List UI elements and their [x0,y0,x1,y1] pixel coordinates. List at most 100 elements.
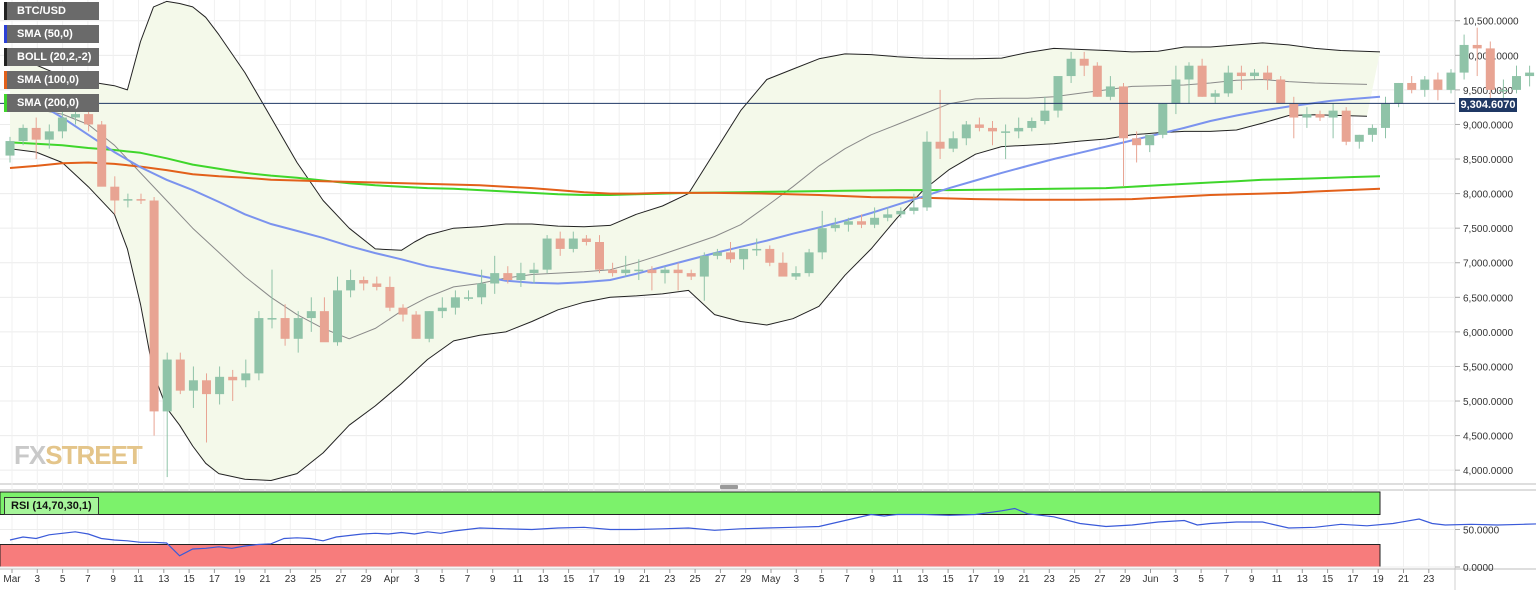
candle-body [57,117,67,132]
candle-body [333,290,342,343]
x-tick-label: 3 [1173,574,1179,585]
candle-body [1394,82,1404,104]
candle-body [1040,110,1050,121]
candle-body [817,228,827,253]
rsi-overbought-zone [0,491,1381,515]
pane-resize-handle[interactable] [720,485,738,489]
x-tick-label: 5 [439,574,445,585]
y-tick-label: 10,500.0000 [1463,17,1519,28]
x-tick-label: 15 [943,574,955,585]
candle-body [581,238,591,242]
candle-body [686,273,696,277]
candle-body [1407,82,1417,90]
x-tick-label: 23 [1044,574,1056,585]
candle-body [1171,79,1181,104]
y-tick-label: 6,000.0000 [1463,328,1513,339]
candle-body [18,127,28,142]
candle-body [1145,134,1155,146]
candle-body [110,186,120,201]
candle-body [974,124,984,128]
y-tick-label: 7,000.0000 [1463,259,1513,270]
candle-body [123,199,133,201]
x-tick-label: 13 [917,574,929,585]
y-tick-label: 4,500.0000 [1463,432,1513,443]
candle-body [1472,44,1482,49]
x-tick-label: 21 [639,574,651,585]
candle-body [175,359,185,391]
x-tick-label: 21 [1018,574,1030,585]
candle-body [699,255,709,277]
rsi-y-tick-label: 0.0000 [1463,563,1494,574]
candle-body [1184,65,1194,80]
legend-boll[interactable]: BOLL (20,2,-2) [4,48,100,66]
candle-body [136,199,146,201]
candle-body [280,318,290,339]
legend-symbol[interactable]: BTC/USD [4,2,100,20]
x-tick-label: 11 [513,574,524,585]
legend-sma100[interactable]: SMA (100,0) [4,71,100,89]
candle-body [791,273,801,277]
candle-body [568,238,578,249]
x-tick-label: 15 [184,574,196,585]
x-tick-label: 29 [361,574,373,585]
candle-body [529,269,539,274]
x-tick-label: 9 [490,574,496,585]
x-tick-label: 5 [819,574,825,585]
x-tick-label: 23 [1423,574,1435,585]
x-tick-label: 3 [35,574,41,585]
candle-body [516,273,526,281]
candle-body [84,114,94,125]
legend-sma200[interactable]: SMA (200,0) [4,94,100,112]
candle-body [306,311,316,319]
x-tick-label: 25 [1069,574,1081,585]
candle-body [1341,110,1351,142]
candle-body [1381,103,1390,128]
candle-body [1158,103,1168,135]
candle-body [1420,79,1430,90]
candle-body [490,273,500,284]
candle-body [372,283,382,287]
x-tick-label: 29 [1120,574,1132,585]
x-tick-label: 21 [1398,574,1410,585]
y-tick-label: 7,500.0000 [1463,224,1513,235]
rsi-legend[interactable]: RSI (14,70,30,1) [4,497,99,515]
candle-body [922,141,932,208]
y-tick-label: 5,000.0000 [1463,397,1513,408]
candle-body [1223,72,1233,94]
candle-body [896,210,906,215]
x-tick-label: 9 [869,574,875,585]
candle-body [1001,131,1011,133]
candle-body [804,252,814,274]
x-tick-label: 11 [1272,574,1283,585]
candle-body [1092,65,1102,97]
candle-body [935,141,945,149]
candle-body [673,269,683,274]
candle-body [1302,114,1312,118]
x-tick-label: 7 [844,574,850,585]
candle-body [228,376,238,381]
x-tick-label: 7 [85,574,91,585]
x-tick-label: 9 [110,574,116,585]
candle-body [712,252,722,256]
bollinger-middle-line [9,79,1368,340]
candle-body [1485,48,1495,90]
x-tick-label: 27 [715,574,727,585]
candle-body [843,221,853,225]
candle-body [215,376,225,395]
x-tick-label: 27 [335,574,347,585]
legend-sma50[interactable]: SMA (50,0) [4,25,100,43]
candle-body [1105,86,1115,97]
y-tick-label: 8,000.0000 [1463,190,1513,201]
candle-body [961,124,971,139]
candle-body [464,297,473,299]
candle-body [752,248,762,251]
y-tick-label: 8,500.0000 [1463,155,1513,166]
candle-body [293,318,303,339]
candle-body [267,318,277,320]
x-tick-label: May [762,574,781,585]
candle-body [1446,72,1456,90]
candle-body [555,238,565,249]
candle-body [1328,110,1338,118]
candle-body [660,269,670,274]
